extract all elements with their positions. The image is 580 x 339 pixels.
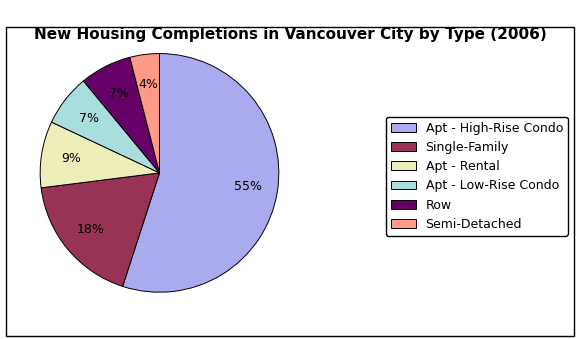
Legend: Apt - High-Rise Condo, Single-Family, Apt - Rental, Apt - Low-Rise Condo, Row, S: Apt - High-Rise Condo, Single-Family, Ap… bbox=[386, 117, 568, 236]
Text: 7%: 7% bbox=[109, 87, 129, 100]
Text: 9%: 9% bbox=[61, 153, 81, 165]
Wedge shape bbox=[84, 57, 160, 173]
Text: 55%: 55% bbox=[234, 180, 262, 193]
Text: New Housing Completions in Vancouver City by Type (2006): New Housing Completions in Vancouver Cit… bbox=[34, 27, 546, 42]
Wedge shape bbox=[40, 122, 160, 188]
Wedge shape bbox=[41, 173, 160, 286]
Wedge shape bbox=[122, 54, 279, 292]
Wedge shape bbox=[52, 81, 160, 173]
Text: 7%: 7% bbox=[79, 112, 99, 124]
Text: 4%: 4% bbox=[139, 78, 158, 91]
Wedge shape bbox=[130, 54, 160, 173]
Text: 18%: 18% bbox=[77, 223, 104, 236]
